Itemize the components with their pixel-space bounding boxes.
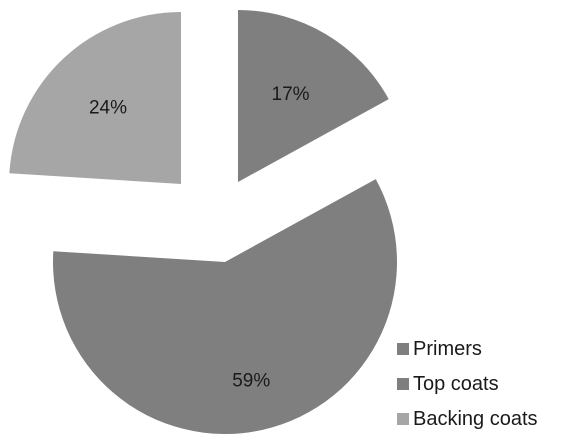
legend-item-primers: Primers (397, 338, 482, 360)
slice-labels: 17% 59% 24% (89, 84, 310, 391)
legend-swatch-backing-coats (397, 413, 409, 425)
slice-label-backing-coats: 24% (89, 97, 127, 118)
legend-item-backing-coats: Backing coats (397, 408, 538, 430)
legend-label-backing-coats: Backing coats (413, 408, 538, 430)
slice-backing-coats (9, 12, 182, 184)
legend-swatch-top-coats (397, 378, 409, 390)
legend: Primers Top coats Backing coats (397, 338, 538, 430)
slice-label-top-coats: 59% (232, 371, 270, 392)
legend-swatch-primers (397, 343, 409, 355)
pie-slices (9, 10, 397, 434)
slice-primers (238, 10, 389, 182)
slice-label-primers: 17% (272, 84, 310, 105)
legend-item-top-coats: Top coats (397, 373, 499, 395)
legend-label-top-coats: Top coats (413, 373, 499, 395)
slice-top-coats (53, 179, 397, 434)
legend-label-primers: Primers (413, 338, 482, 360)
